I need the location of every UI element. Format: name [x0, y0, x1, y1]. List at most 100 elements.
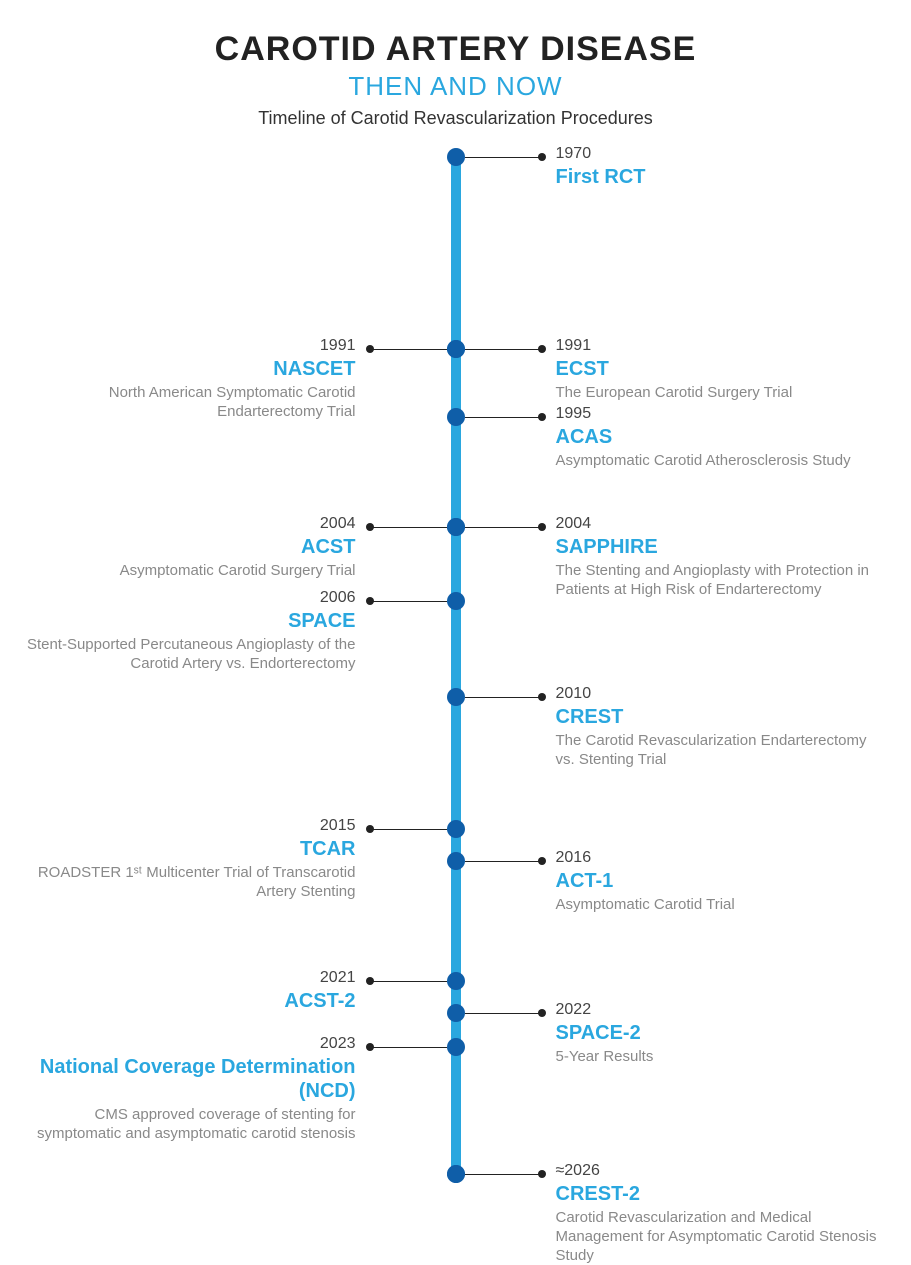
event-desc: ROADSTER 1ˢᵗ Multicenter Trial of Transc… — [26, 863, 356, 901]
event-year: 2016 — [556, 849, 886, 867]
event-year: 2021 — [26, 969, 356, 987]
timeline-connector — [371, 527, 447, 528]
timeline-connector — [465, 417, 541, 418]
header: CAROTID ARTERY DISEASE THEN AND NOW Time… — [20, 30, 891, 129]
timeline-connector — [371, 349, 447, 350]
timeline-event-content: 2022 SPACE-2 5-Year Results — [556, 1001, 886, 1066]
timeline-dot — [447, 1004, 465, 1022]
event-name: ACT-1 — [556, 869, 886, 893]
timeline-dot — [447, 1165, 465, 1183]
event-name: SPACE — [26, 609, 356, 633]
timeline-connector — [371, 1047, 447, 1048]
event-name: CREST — [556, 705, 886, 729]
event-name: ACST-2 — [26, 989, 356, 1013]
timeline-event-content: 1970 First RCT — [556, 145, 886, 189]
timeline-connector — [465, 157, 541, 158]
timeline-connector-end — [538, 413, 546, 421]
timeline-dot — [447, 852, 465, 870]
event-name: First RCT — [556, 165, 886, 189]
timeline-dot — [447, 820, 465, 838]
event-desc: The Carotid Revascularization Endarterec… — [556, 731, 886, 769]
event-year: 2022 — [556, 1001, 886, 1019]
event-desc: CMS approved coverage of stenting for sy… — [26, 1105, 356, 1143]
timeline-event-content: 2016 ACT-1 Asymptomatic Carotid Trial — [556, 849, 886, 914]
event-desc: Stent-Supported Percutaneous Angioplasty… — [26, 635, 356, 673]
event-desc: North American Symptomatic Carotid Endar… — [26, 383, 356, 421]
event-year: 2004 — [556, 515, 886, 533]
timeline-connector — [465, 697, 541, 698]
event-name: National Coverage Determination (NCD) — [26, 1055, 356, 1103]
timeline-connector — [371, 601, 447, 602]
event-desc: Asymptomatic Carotid Atherosclerosis Stu… — [556, 451, 886, 470]
event-year: 1970 — [556, 145, 886, 163]
timeline-connector-end — [366, 597, 374, 605]
timeline-event-content: 2015 TCARROADSTER 1ˢᵗ Multicenter Trial o… — [26, 817, 356, 901]
timeline-connector-end — [538, 857, 546, 865]
timeline-connector-end — [366, 977, 374, 985]
timeline-dot — [447, 688, 465, 706]
timeline: 1970First RCT1991NASCETNorth American Sy… — [20, 149, 891, 1189]
timeline-connector-end — [538, 523, 546, 531]
timeline-connector-end — [538, 1170, 546, 1178]
event-desc: Asymptomatic Carotid Surgery Trial — [26, 561, 356, 580]
event-desc: The European Carotid Surgery Trial — [556, 383, 886, 402]
event-year: 1991 — [26, 337, 356, 355]
timeline-event-content: 2010 CRESTThe Carotid Revascularization E… — [556, 685, 886, 769]
timeline-spine — [451, 149, 461, 1179]
timeline-connector-end — [366, 345, 374, 353]
event-name: NASCET — [26, 357, 356, 381]
timeline-dot — [447, 148, 465, 166]
timeline-connector — [465, 527, 541, 528]
timeline-connector-end — [366, 523, 374, 531]
timeline-dot — [447, 408, 465, 426]
event-name: CREST-2 — [556, 1182, 886, 1206]
event-name: SPACE-2 — [556, 1021, 886, 1045]
event-desc: Asymptomatic Carotid Trial — [556, 895, 886, 914]
event-desc: Carotid Revascularization and Medical Ma… — [556, 1208, 886, 1265]
event-year: 1995 — [556, 405, 886, 423]
event-name: TCAR — [26, 837, 356, 861]
timeline-connector — [465, 349, 541, 350]
event-year: ≈2026 — [556, 1162, 886, 1180]
timeline-event-content: 1991 ECST The European Carotid Surgery Tri… — [556, 337, 886, 402]
timeline-connector-end — [538, 1009, 546, 1017]
event-name: ACST — [26, 535, 356, 559]
timeline-connector-end — [538, 345, 546, 353]
timeline-dot — [447, 340, 465, 358]
timeline-event-content: 2004 ACST Asymptomatic Carotid Surgery Tri… — [26, 515, 356, 580]
event-year: 2006 — [26, 589, 356, 607]
event-name: ECST — [556, 357, 886, 381]
timeline-connector-end — [538, 153, 546, 161]
event-year: 2015 — [26, 817, 356, 835]
timeline-event-content: 1991 NASCETNorth American Symptomatic Car… — [26, 337, 356, 421]
page-caption: Timeline of Carotid Revascularization Pr… — [20, 108, 891, 129]
event-desc: 5-Year Results — [556, 1047, 886, 1066]
event-name: SAPPHIRE — [556, 535, 886, 559]
timeline-dot — [447, 1038, 465, 1056]
timeline-connector — [465, 1174, 541, 1175]
page-title: CAROTID ARTERY DISEASE — [20, 30, 891, 69]
timeline-dot — [447, 972, 465, 990]
event-year: 2023 — [26, 1035, 356, 1053]
timeline-dot — [447, 518, 465, 536]
timeline-connector — [371, 981, 447, 982]
event-year: 2010 — [556, 685, 886, 703]
timeline-event-content: 1995 ACAS Asymptomatic Carotid Atheroscler… — [556, 405, 886, 470]
timeline-event-content: 2023 National Coverage Determination (NCD… — [26, 1035, 356, 1143]
timeline-event-content: ≈2026 CREST-2Carotid Revascularization an… — [556, 1162, 886, 1265]
event-desc: The Stenting and Angioplasty with Protec… — [556, 561, 886, 599]
timeline-connector-end — [366, 1043, 374, 1051]
timeline-connector — [465, 1013, 541, 1014]
timeline-connector-end — [366, 825, 374, 833]
timeline-event-content: 2006 SPACEStent-Supported Percutaneous An… — [26, 589, 356, 673]
timeline-connector-end — [538, 693, 546, 701]
page-subtitle: THEN AND NOW — [20, 71, 891, 102]
timeline-connector — [465, 861, 541, 862]
timeline-event-content: 2004 SAPPHIREThe Stenting and Angioplasty… — [556, 515, 886, 599]
timeline-connector — [371, 829, 447, 830]
timeline-event-content: 2021 ACST-2 — [26, 969, 356, 1013]
event-year: 2004 — [26, 515, 356, 533]
event-year: 1991 — [556, 337, 886, 355]
timeline-dot — [447, 592, 465, 610]
event-name: ACAS — [556, 425, 886, 449]
